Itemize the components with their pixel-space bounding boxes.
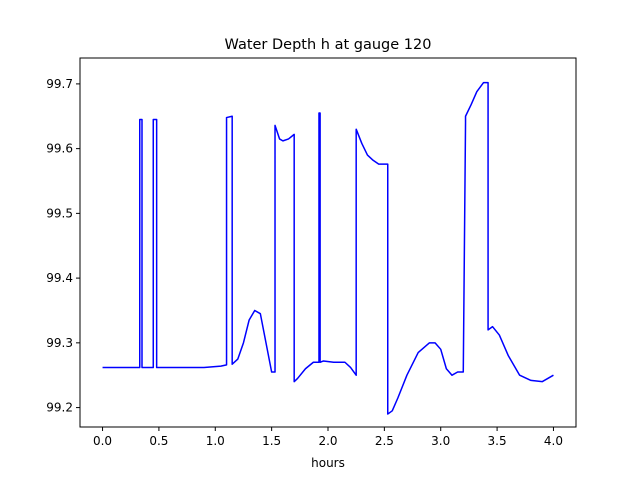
x-tick-label: 1.0 — [206, 434, 225, 448]
x-tick-label: 1.5 — [262, 434, 281, 448]
x-tick-label: 3.5 — [488, 434, 507, 448]
x-axis: 0.0 0.5 1.0 1.5 2.0 2.5 3.0 3.5 4.0 — [93, 427, 563, 448]
y-tick-label: 99.3 — [46, 336, 73, 350]
y-tick-label: 99.6 — [46, 142, 73, 156]
x-tick-label: 2.5 — [375, 434, 394, 448]
x-tick-label: 3.0 — [431, 434, 450, 448]
x-tick-label: 0.0 — [93, 434, 112, 448]
x-tick-label: 2.0 — [318, 434, 337, 448]
x-tick-label: 0.5 — [149, 434, 168, 448]
y-axis: 99.2 99.3 99.4 99.5 99.6 99.7 — [46, 77, 80, 415]
y-tick-label: 99.2 — [46, 401, 73, 415]
x-tick-label: 4.0 — [544, 434, 563, 448]
axes-frame — [79, 57, 577, 428]
plot-area — [102, 81, 554, 415]
chart-title: Water Depth h at gauge 120 — [225, 37, 432, 53]
y-tick-label: 99.4 — [46, 271, 73, 285]
y-tick-label: 99.5 — [46, 206, 73, 220]
x-axis-label: hours — [311, 456, 345, 470]
y-tick-label: 99.7 — [46, 77, 73, 91]
series-line-0 — [102, 81, 554, 415]
